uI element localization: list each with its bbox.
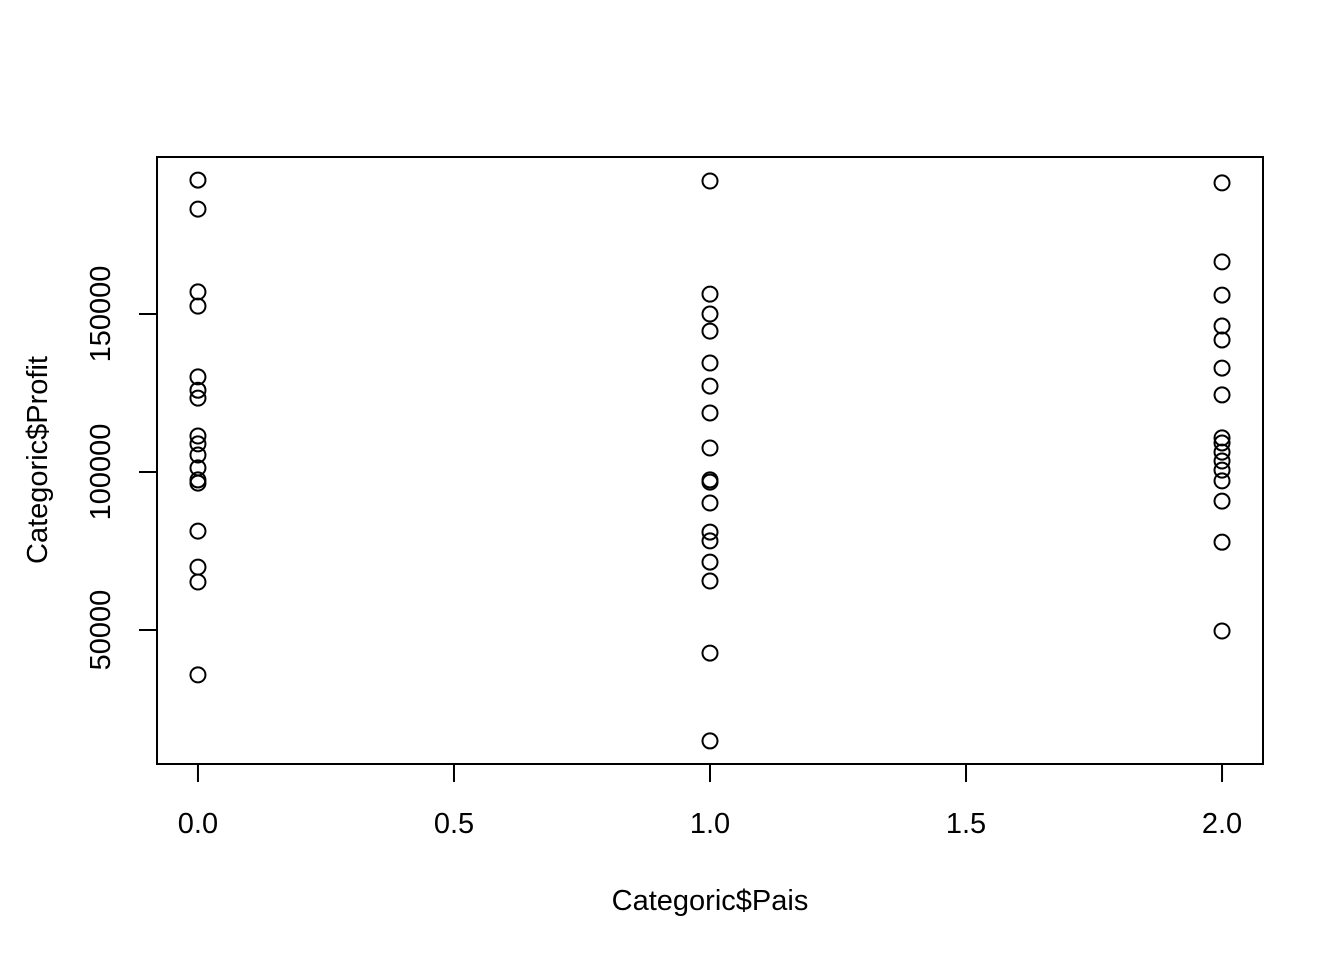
point bbox=[1213, 331, 1231, 349]
point bbox=[1213, 461, 1231, 479]
point bbox=[189, 435, 207, 453]
point bbox=[701, 172, 719, 190]
y-tick-label: 150000 bbox=[85, 266, 117, 363]
y-axis-label: Categoric$Profit bbox=[22, 356, 54, 564]
x-tick-label: 0.5 bbox=[434, 808, 474, 840]
x-tick-label: 2.0 bbox=[1202, 808, 1242, 840]
x-axis-label: Categoric$Pais bbox=[612, 885, 809, 917]
point bbox=[189, 427, 207, 445]
point bbox=[701, 494, 719, 512]
point bbox=[701, 553, 719, 571]
point bbox=[1213, 492, 1231, 510]
point bbox=[1213, 253, 1231, 271]
point bbox=[701, 285, 719, 303]
point bbox=[701, 732, 719, 750]
point bbox=[189, 446, 207, 464]
point bbox=[189, 389, 207, 407]
point bbox=[189, 573, 207, 591]
point bbox=[1213, 317, 1231, 335]
point bbox=[189, 171, 207, 189]
point bbox=[701, 439, 719, 457]
point bbox=[1213, 434, 1231, 452]
x-tick-label: 1.0 bbox=[690, 808, 730, 840]
point bbox=[189, 558, 207, 576]
point bbox=[1213, 472, 1231, 490]
point bbox=[1213, 286, 1231, 304]
point bbox=[189, 283, 207, 301]
y-tick-label: 50000 bbox=[85, 590, 117, 671]
point bbox=[189, 297, 207, 315]
point bbox=[701, 532, 719, 550]
point bbox=[1213, 443, 1231, 461]
x-tick-label: 1.5 bbox=[946, 808, 986, 840]
point bbox=[1213, 533, 1231, 551]
point bbox=[1213, 359, 1231, 377]
plot-box bbox=[156, 156, 1264, 765]
point bbox=[189, 381, 207, 399]
point bbox=[1213, 622, 1231, 640]
point bbox=[189, 474, 207, 492]
point bbox=[701, 404, 719, 422]
point bbox=[1213, 452, 1231, 470]
point bbox=[701, 322, 719, 340]
point bbox=[189, 200, 207, 218]
point bbox=[189, 368, 207, 386]
point bbox=[701, 523, 719, 541]
point bbox=[701, 305, 719, 323]
point bbox=[701, 473, 719, 491]
point bbox=[701, 644, 719, 662]
point bbox=[701, 377, 719, 395]
x-tick-label: 0.0 bbox=[178, 808, 218, 840]
point bbox=[1213, 386, 1231, 404]
point bbox=[701, 354, 719, 372]
point bbox=[189, 522, 207, 540]
point bbox=[189, 666, 207, 684]
point bbox=[701, 572, 719, 590]
point bbox=[1213, 174, 1231, 192]
y-tick-label: 100000 bbox=[85, 424, 117, 521]
